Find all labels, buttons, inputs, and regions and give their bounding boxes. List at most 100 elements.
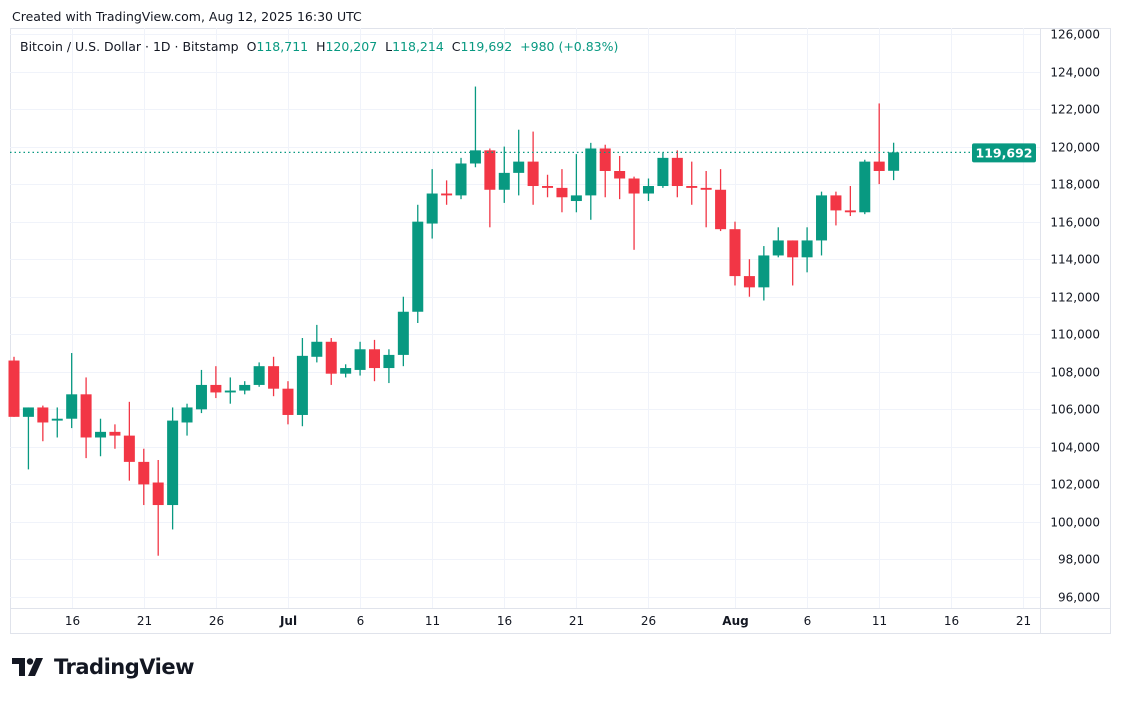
x-tick-label: 11: [872, 614, 887, 628]
y-tick-label: 98,000: [1058, 553, 1100, 567]
candle-up: [181, 407, 193, 423]
candle-up: [513, 161, 525, 173]
candle-up: [412, 221, 424, 312]
candle-down: [787, 240, 799, 258]
candle-down: [556, 187, 568, 198]
candle-up: [354, 349, 366, 370]
y-tick-label: 124,000: [1050, 66, 1100, 80]
candle-up: [585, 148, 597, 196]
candle-up: [455, 163, 467, 196]
created-caption: Created with TradingView.com, Aug 12, 20…: [12, 9, 362, 24]
candle-down: [830, 195, 842, 211]
x-tick-label: 16: [497, 614, 512, 628]
candle-up: [801, 240, 813, 258]
candle-down: [527, 161, 539, 187]
candle-down: [138, 461, 150, 485]
symbol-legend: Bitcoin / U.S. Dollar · 1D · Bitstamp O1…: [20, 39, 618, 54]
candle-down: [686, 186, 698, 188]
y-tick-label: 118,000: [1050, 178, 1100, 192]
candle-up: [296, 355, 308, 415]
candle-up: [383, 354, 395, 369]
candle-up: [570, 195, 582, 202]
x-tick-label: 6: [357, 614, 365, 628]
candle-down: [268, 366, 280, 389]
y-tick-label: 114,000: [1050, 253, 1100, 267]
candle-down: [743, 276, 755, 288]
y-tick-label: 126,000: [1050, 28, 1100, 42]
candle-down: [369, 349, 380, 369]
candle-up: [22, 407, 34, 417]
candle-down: [729, 229, 741, 277]
candle-down: [700, 187, 712, 190]
candle-up: [51, 418, 63, 421]
candle-up: [340, 368, 352, 374]
x-tick-label: 6: [804, 614, 812, 628]
candle-down: [37, 407, 49, 423]
candle-down: [715, 189, 727, 230]
x-tick-label: Aug: [722, 614, 748, 628]
y-tick-label: 96,000: [1058, 591, 1100, 605]
logo-text: TradingView: [54, 655, 194, 679]
candle-up: [816, 195, 828, 241]
close-value: 119,692: [460, 39, 513, 54]
close-label: C: [451, 39, 461, 54]
candle-down: [628, 178, 640, 194]
candle-down: [542, 186, 554, 188]
x-tick-label: 16: [944, 614, 959, 628]
candle-down: [152, 482, 164, 506]
y-tick-label: 116,000: [1050, 216, 1100, 230]
candle-down: [325, 341, 337, 374]
y-tick-label: 110,000: [1050, 328, 1100, 342]
candle-down: [282, 388, 294, 415]
y-tick-label: 100,000: [1050, 516, 1100, 530]
x-tick-label: 26: [641, 614, 656, 628]
x-tick-label: 21: [137, 614, 152, 628]
tradingview-logo[interactable]: TradingView: [12, 655, 194, 679]
candle-up: [758, 255, 770, 288]
y-tick-label: 120,000: [1050, 141, 1100, 155]
y-tick-label: 102,000: [1050, 478, 1100, 492]
open-value: 118,711: [256, 39, 309, 54]
low-label: L: [385, 39, 393, 54]
x-tick-label: 26: [209, 614, 224, 628]
open-label: O: [246, 39, 257, 54]
x-tick-label: 11: [425, 614, 440, 628]
x-tick-label: 16: [65, 614, 80, 628]
candle-up: [167, 420, 179, 506]
change-value: +980 (+0.83%): [520, 39, 619, 54]
candle-up: [498, 172, 510, 190]
high-label: H: [316, 39, 326, 54]
y-tick-label: 108,000: [1050, 366, 1100, 380]
candle-up: [66, 394, 78, 419]
candle-down: [671, 157, 683, 187]
candle-down: [210, 384, 222, 393]
candle-down: [123, 435, 135, 462]
y-tick-label: 104,000: [1050, 441, 1100, 455]
last-price-label: 119,692: [976, 145, 1033, 160]
candle-up: [195, 384, 207, 410]
tradingview-logo-icon: [12, 658, 43, 676]
high-value: 120,207: [325, 39, 378, 54]
candle-down: [844, 210, 856, 213]
last-price-badge: [972, 143, 1036, 163]
candle-up: [95, 431, 107, 438]
candle-up: [642, 186, 654, 194]
symbol-name: Bitcoin / U.S. Dollar · 1D · Bitstamp: [20, 39, 239, 54]
candle-down: [614, 170, 626, 179]
candle-down: [80, 394, 92, 438]
candle-up: [469, 150, 481, 164]
y-tick-label: 122,000: [1050, 103, 1100, 117]
candle-up: [426, 193, 438, 224]
candle-down: [484, 150, 496, 190]
candle-down: [109, 431, 121, 436]
candle-up: [311, 341, 323, 357]
candle-up: [239, 384, 251, 391]
candle-down: [441, 193, 453, 196]
candle-up: [888, 152, 900, 171]
low-value: 118,214: [392, 39, 444, 54]
x-tick-label: Jul: [279, 614, 297, 628]
candle-down: [873, 161, 885, 171]
chart-frame: [10, 28, 1111, 634]
